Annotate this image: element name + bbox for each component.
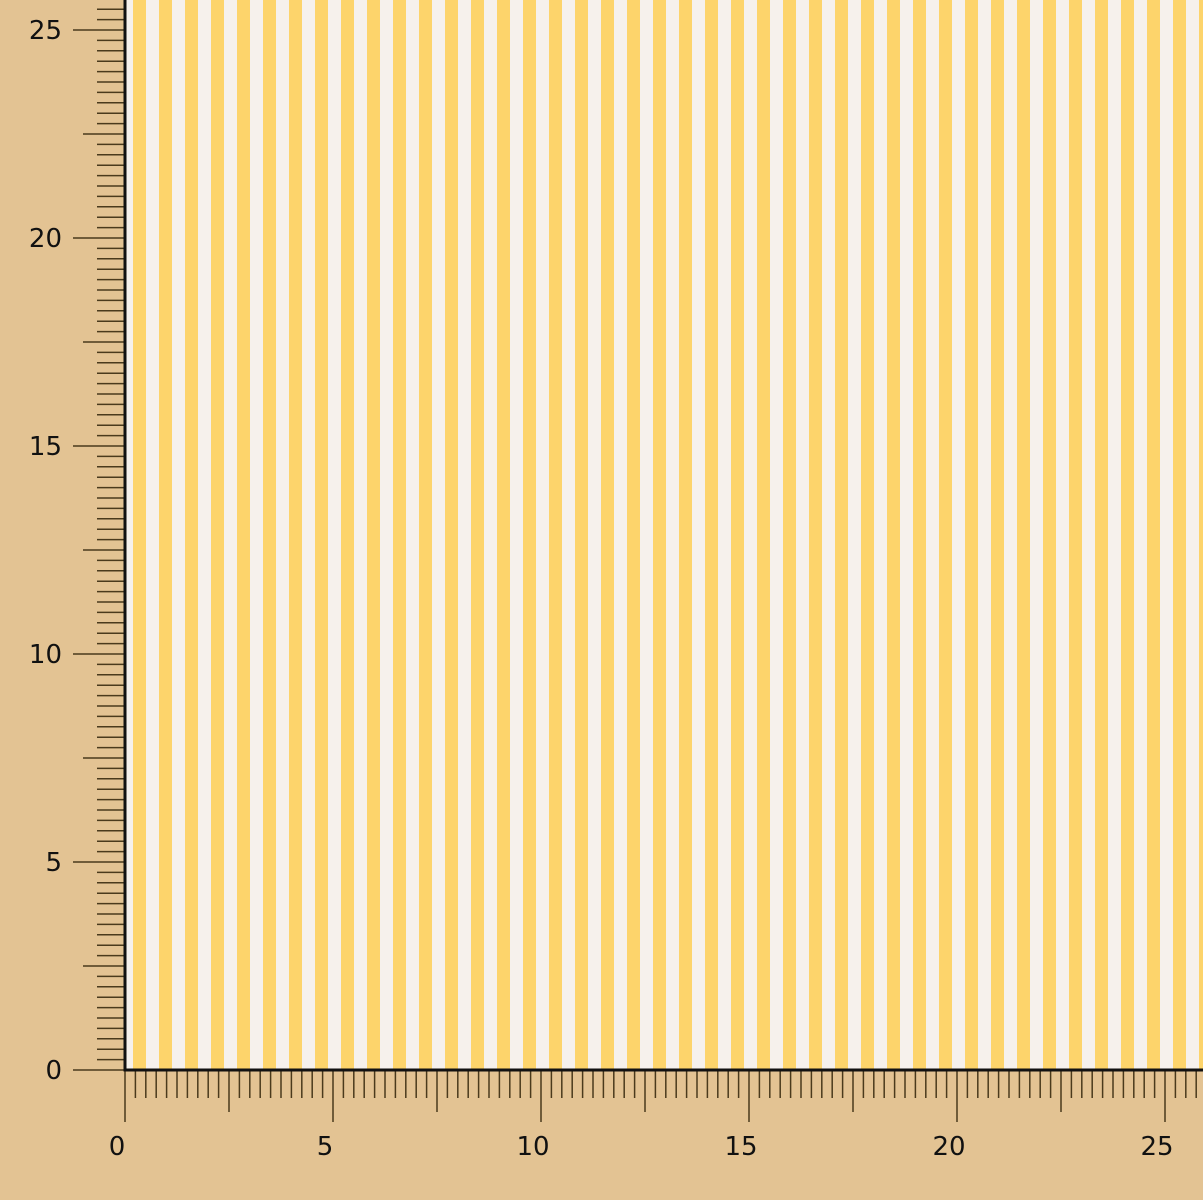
fabric-stripe [1147, 0, 1160, 1070]
fabric-stripe [965, 0, 978, 1070]
fabric-stripe [1121, 0, 1134, 1070]
fabric-stripe [315, 0, 328, 1070]
fabric-stripe [627, 0, 640, 1070]
fabric-stripe [133, 0, 146, 1070]
x-tick-label: 15 [724, 1132, 757, 1162]
fabric-stripe [1017, 0, 1030, 1070]
y-tick-label: 0 [45, 1056, 62, 1086]
fabric-stripe [757, 0, 770, 1070]
fabric-stripe [835, 0, 848, 1070]
fabric-stripe [887, 0, 900, 1070]
x-tick-label: 20 [932, 1132, 965, 1162]
fabric-stripe [861, 0, 874, 1070]
x-tick-label: 25 [1140, 1132, 1173, 1162]
fabric-stripe [497, 0, 510, 1070]
y-tick-label: 5 [45, 848, 62, 878]
fabric-stripe [705, 0, 718, 1070]
fabric-stripe [185, 0, 198, 1070]
fabric-stripe [783, 0, 796, 1070]
y-tick-label: 20 [29, 224, 62, 254]
fabric-stripe [341, 0, 354, 1070]
fabric-stripe [471, 0, 484, 1070]
fabric-stripe [731, 0, 744, 1070]
fabric-stripe [419, 0, 432, 1070]
y-tick-label: 25 [29, 16, 62, 46]
y-tick-label: 15 [29, 432, 62, 462]
x-tick-label: 5 [317, 1132, 334, 1162]
y-tick-label: 10 [29, 640, 62, 670]
fabric-stripe [1069, 0, 1082, 1070]
fabric-stripe [575, 0, 588, 1070]
fabric-stripe [393, 0, 406, 1070]
x-tick-label: 0 [109, 1132, 126, 1162]
fabric-stripe [1199, 0, 1203, 1070]
fabric-stripe [939, 0, 952, 1070]
fabric-stripe [991, 0, 1004, 1070]
fabric-stripe [679, 0, 692, 1070]
fabric-stripe [263, 0, 276, 1070]
fabric-stripe [601, 0, 614, 1070]
x-tick-label: 10 [516, 1132, 549, 1162]
fabric-stripe [237, 0, 250, 1070]
fabric-stripe [367, 0, 380, 1070]
fabric-stripe [1043, 0, 1056, 1070]
fabric-stripe [1173, 0, 1186, 1070]
fabric-stripe [1095, 0, 1108, 1070]
fabric-stripe [289, 0, 302, 1070]
fabric-stripe [211, 0, 224, 1070]
fabric-stripe [523, 0, 536, 1070]
fabric-stripe [913, 0, 926, 1070]
fabric-stripe [653, 0, 666, 1070]
fabric-swatch [125, 0, 1203, 1070]
fabric-stripe [809, 0, 822, 1070]
fabric-stripe [159, 0, 172, 1070]
fabric-stripe [549, 0, 562, 1070]
fabric-stripe [445, 0, 458, 1070]
